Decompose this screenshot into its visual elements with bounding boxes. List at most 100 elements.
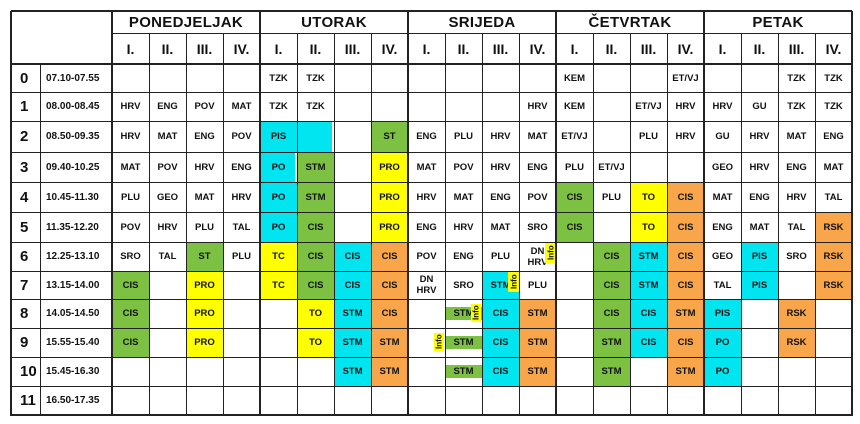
cell-highlight xyxy=(741,271,778,299)
subject-cell: HRV xyxy=(231,191,252,203)
subject-cell: TZK xyxy=(269,72,288,84)
subject-cell: SRO xyxy=(527,221,548,233)
subject-cell: STM xyxy=(527,366,548,377)
subject-cell: STM xyxy=(379,337,400,348)
subject-cell: STM xyxy=(453,308,474,319)
subject-cell: GEO xyxy=(156,191,179,203)
cell-highlight xyxy=(297,182,334,212)
cell-highlight xyxy=(371,182,408,212)
period-time: 07.10-07.55 xyxy=(46,72,100,84)
subject-cell: HRV xyxy=(453,221,474,233)
subject-cell: MAT xyxy=(749,221,770,233)
session-header: III. xyxy=(788,40,805,57)
cell-highlight xyxy=(260,242,297,271)
period-time: 16.50-17.35 xyxy=(46,395,100,406)
subject-cell: HRV xyxy=(749,161,770,173)
subject-cell: STM xyxy=(342,366,363,377)
subject-cell: PRO xyxy=(194,279,215,291)
grid-line xyxy=(149,33,150,416)
subject-cell: CIS xyxy=(603,308,620,319)
session-header: IV. xyxy=(529,40,546,57)
grid-line xyxy=(11,242,852,243)
session-header: IV. xyxy=(677,40,694,57)
subject-cell: PRO xyxy=(194,308,215,319)
subject-cell: TAL xyxy=(713,279,732,291)
subject-cell: TO xyxy=(641,221,656,233)
subject-cell: TAL xyxy=(232,221,251,233)
cell-highlight xyxy=(297,299,334,328)
period-time: 13.15-14.00 xyxy=(46,279,100,291)
subject-cell: PIS xyxy=(270,131,287,142)
subject-cell: ET/VJ xyxy=(598,161,625,173)
subject-cell: TZK xyxy=(269,101,288,112)
day-header: SRIJEDA xyxy=(448,13,516,31)
grid-line xyxy=(297,33,298,416)
session-header: III. xyxy=(344,40,361,57)
subject-cell: CIS xyxy=(122,279,139,291)
info-tag: Info xyxy=(471,304,481,322)
cell-highlight xyxy=(371,121,408,152)
cell-highlight xyxy=(445,365,482,378)
subject-cell: MAT xyxy=(231,101,252,112)
grid-line xyxy=(11,212,852,213)
subject-cell: STM xyxy=(305,191,326,203)
subject-cell: TZK xyxy=(306,72,325,84)
subject-cell: CIS xyxy=(677,221,694,233)
subject-cell: PO xyxy=(271,221,286,233)
subject-cell: STM xyxy=(601,337,622,348)
subject-cell: TAL xyxy=(824,191,843,203)
period-number: 5 xyxy=(20,218,29,236)
subject-cell: HRV xyxy=(490,131,511,142)
grid-line xyxy=(667,33,668,416)
subject-cell: PIS xyxy=(751,279,768,291)
subject-cell: TO xyxy=(308,337,323,348)
subject-cell: CIS xyxy=(307,251,324,262)
grid-line xyxy=(482,33,483,416)
subject-cell: ENG xyxy=(749,191,770,203)
cell-highlight xyxy=(482,299,519,328)
grid-line xyxy=(111,11,113,416)
subject-cell: PLU xyxy=(195,221,214,233)
subject-cell: CIS xyxy=(566,191,583,203)
subject-cell: TZK xyxy=(787,101,806,112)
cell-highlight xyxy=(334,271,371,299)
session-header: IV. xyxy=(233,40,250,57)
session-header: III. xyxy=(196,40,213,57)
subject-cell: CIS xyxy=(381,251,398,262)
session-header: III. xyxy=(640,40,657,57)
day-header: PETAK xyxy=(752,13,804,31)
grid-line xyxy=(11,386,852,387)
subject-cell: CIS xyxy=(122,337,139,348)
subject-cell: STM xyxy=(379,366,400,377)
subject-cell: RSK xyxy=(823,279,844,291)
subject-cell: ENG xyxy=(194,131,215,142)
period-time: 08.50-09.35 xyxy=(46,131,100,142)
subject-cell: ENG xyxy=(416,221,437,233)
grid-line xyxy=(11,414,852,416)
grid-line xyxy=(11,152,852,153)
grid-line xyxy=(703,11,705,416)
cell-highlight xyxy=(297,242,334,271)
subject-cell: ENG xyxy=(453,251,474,262)
cell-highlight xyxy=(334,242,371,271)
grid-line xyxy=(407,11,409,416)
subject-cell: HRV xyxy=(749,131,770,142)
info-tag: Info xyxy=(434,333,444,351)
subject-cell: RSK xyxy=(823,221,844,233)
grid-line xyxy=(851,11,853,416)
grid-line xyxy=(11,299,852,300)
subject-cell: GU xyxy=(752,101,767,112)
cell-highlight xyxy=(445,336,482,349)
subject-cell: HRV xyxy=(157,221,178,233)
grid-line xyxy=(445,33,446,416)
subject-cell: CIS xyxy=(381,279,398,291)
session-header: I. xyxy=(422,40,431,57)
grid-line xyxy=(741,33,742,416)
subject-cell: PLU xyxy=(528,279,547,291)
subject-cell: MAT xyxy=(527,131,548,142)
session-header: I. xyxy=(126,40,135,57)
subject-cell: TAL xyxy=(158,251,177,262)
session-header: II. xyxy=(605,40,618,57)
period-number: 7 xyxy=(20,276,29,294)
subject-cell: STM xyxy=(453,366,474,377)
